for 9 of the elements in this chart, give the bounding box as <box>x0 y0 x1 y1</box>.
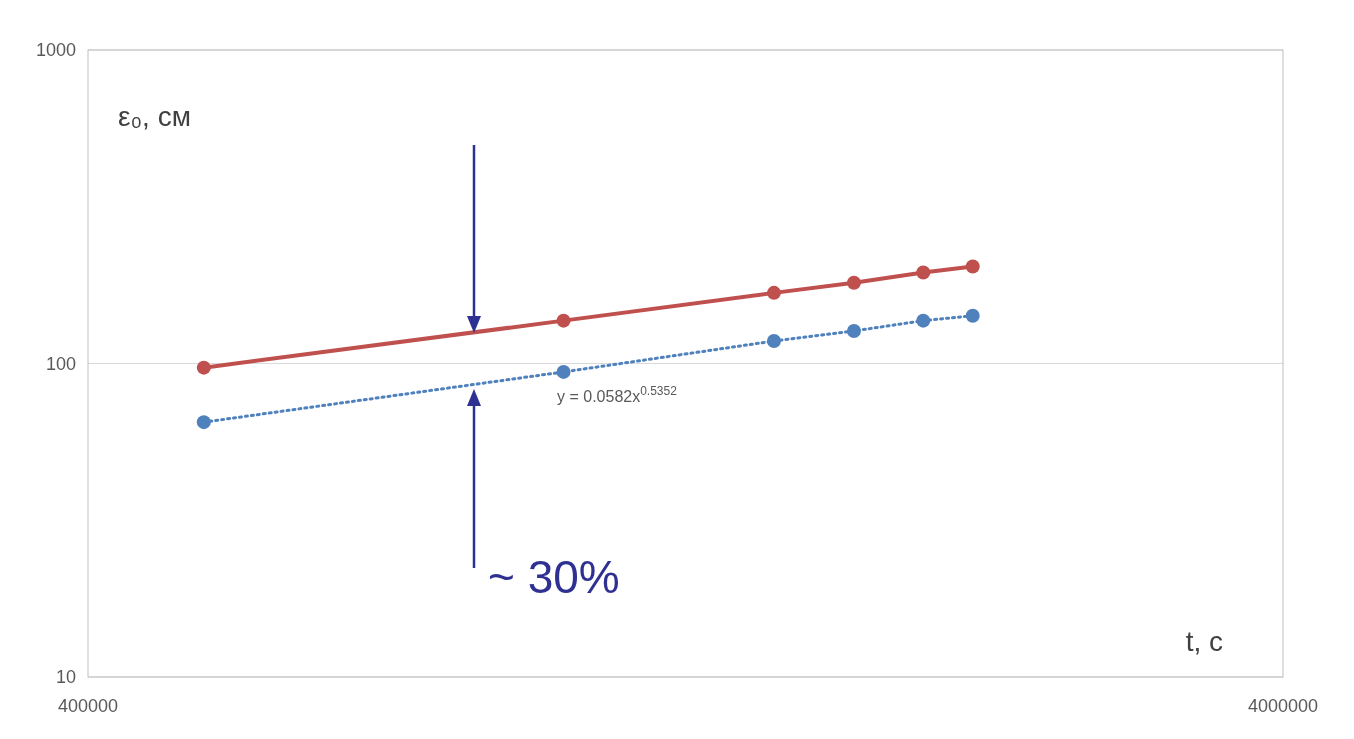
y-tick-label: 1000 <box>35 40 76 61</box>
x-tick-label: 4000000 <box>1247 696 1319 716</box>
y-axis-title: ε₀, см <box>118 101 191 132</box>
y-tick-label: 100 <box>45 353 76 374</box>
annotation: ~ 30% <box>488 551 620 603</box>
y-tick-label: 10 <box>55 667 76 688</box>
annotation: y = 0.0582x$^{0.5352}$ <box>557 384 678 405</box>
x-tick-label: 400000 <box>57 696 119 716</box>
x-axis-title: t, с <box>1185 626 1223 657</box>
